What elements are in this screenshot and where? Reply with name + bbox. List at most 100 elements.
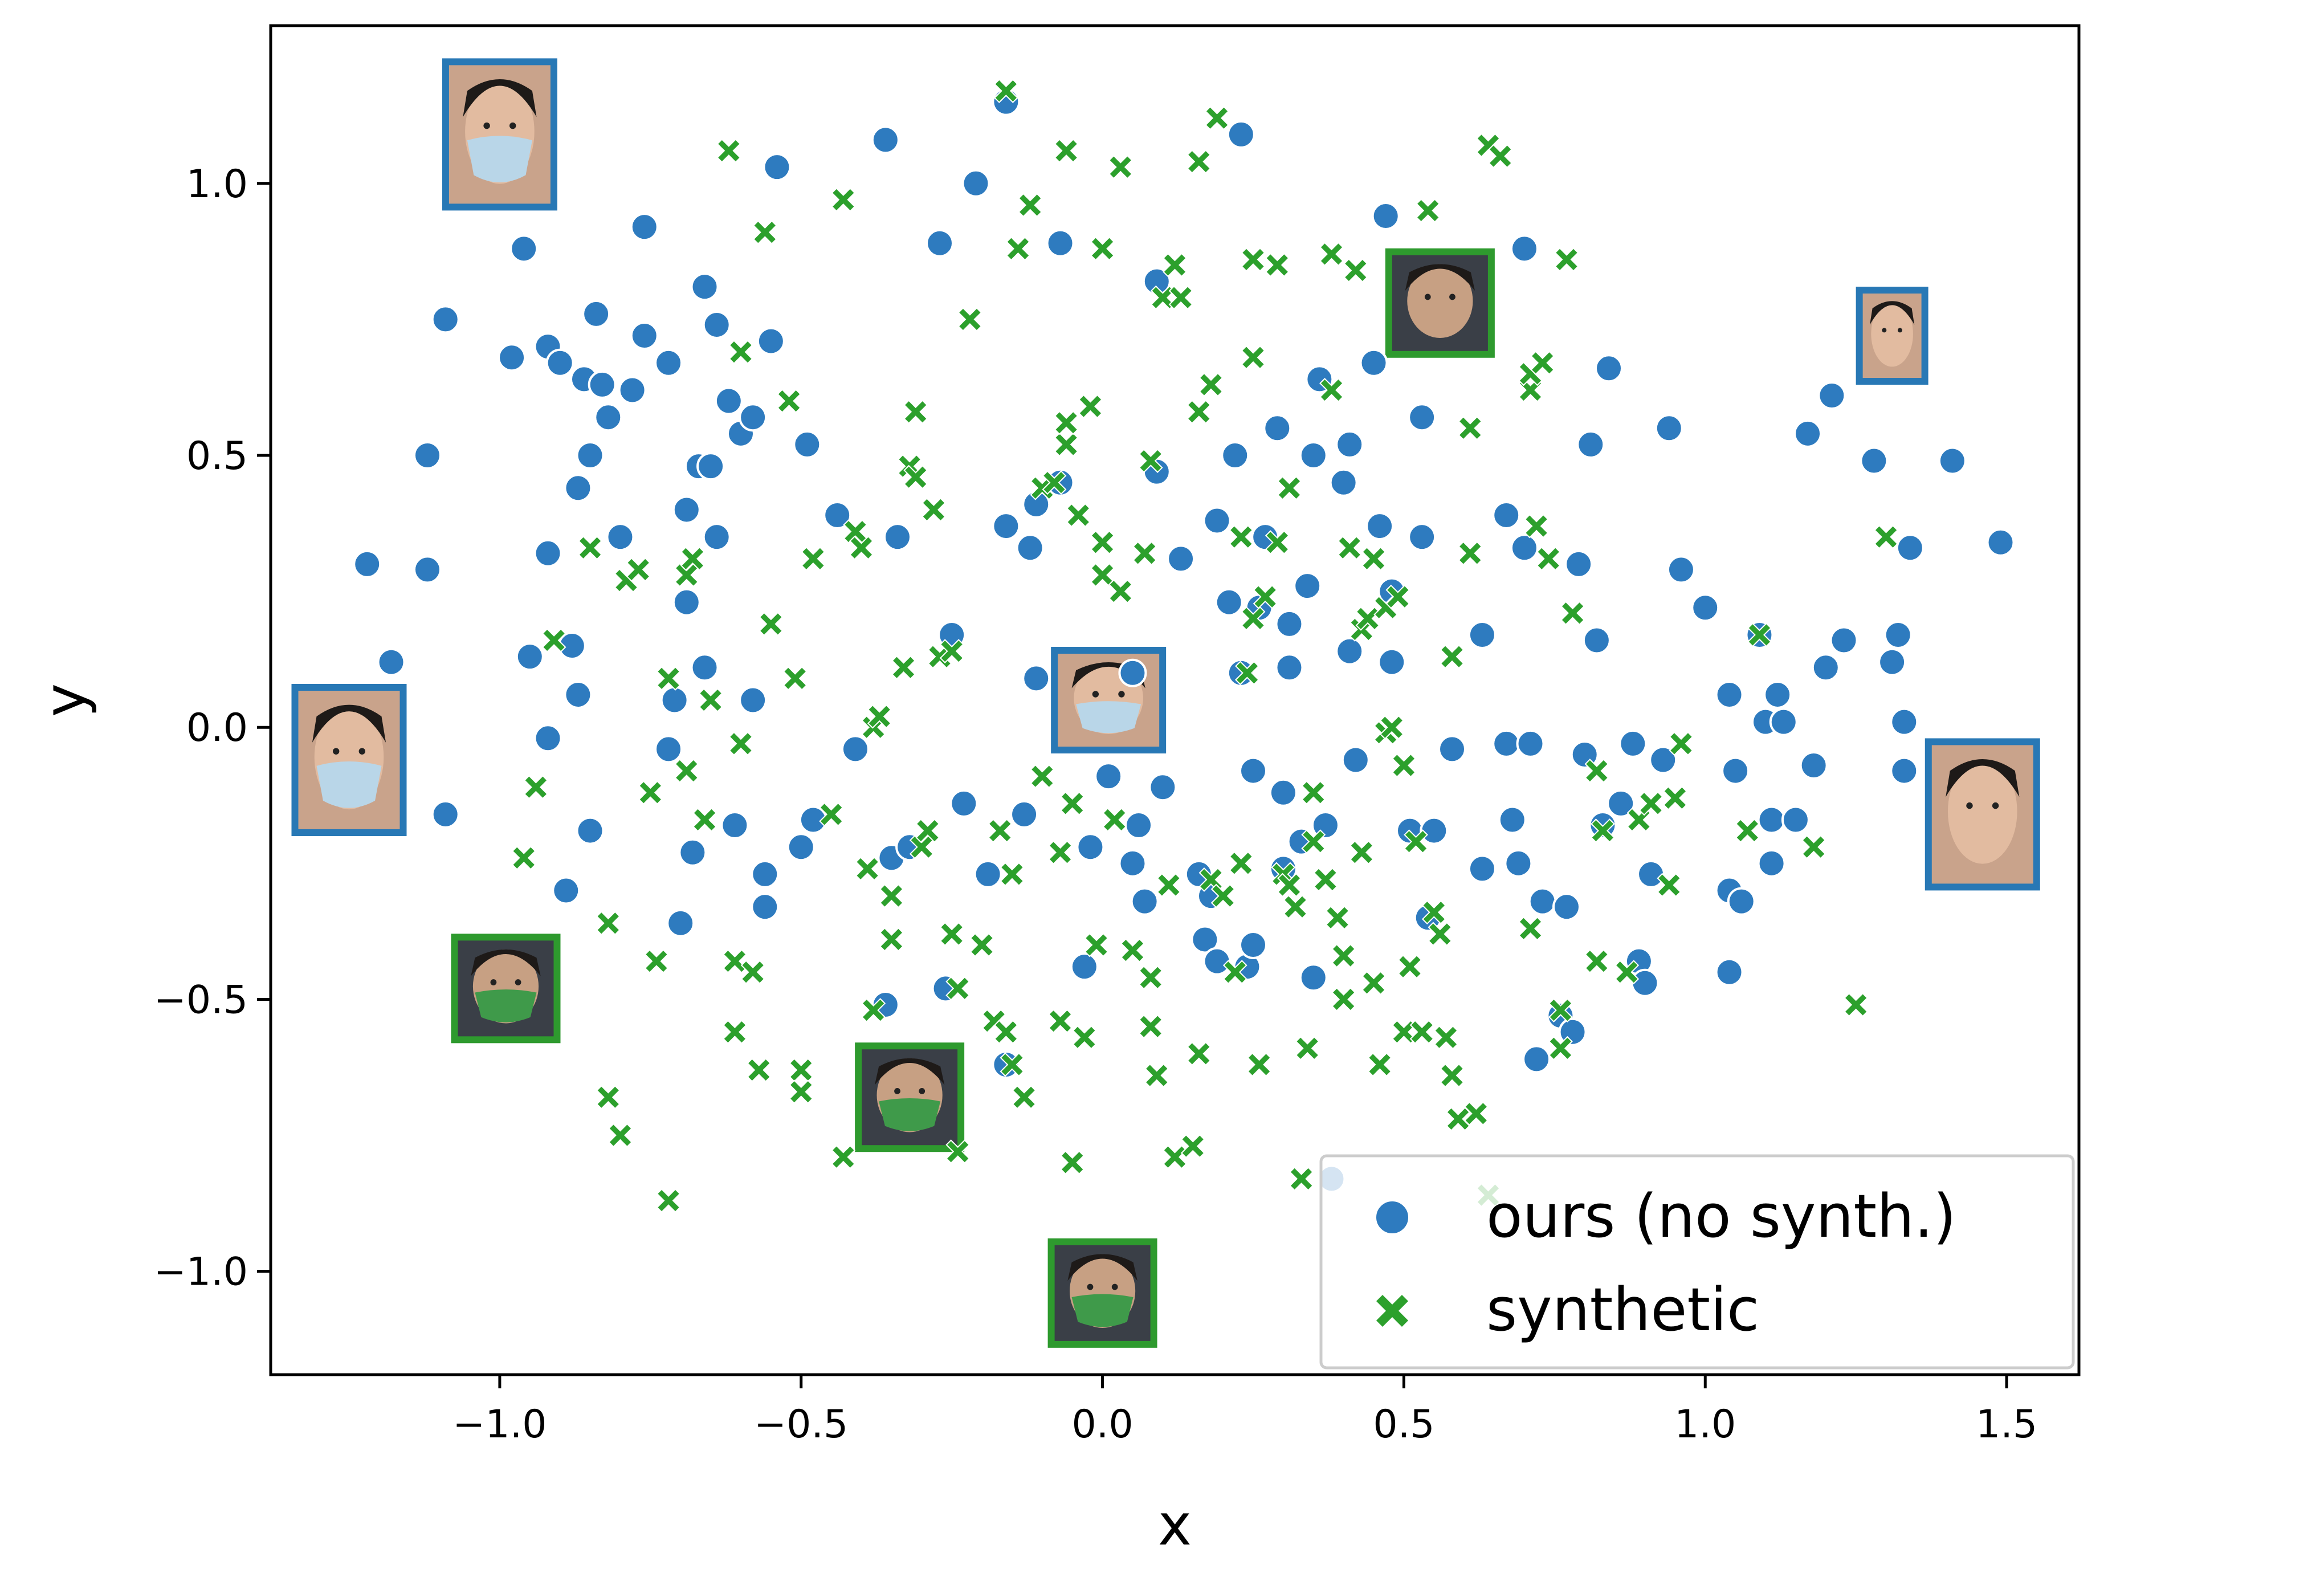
point-ours bbox=[696, 452, 725, 481]
point-ours bbox=[1817, 381, 1846, 410]
point-ours bbox=[1124, 811, 1153, 840]
point-ours bbox=[1649, 745, 1678, 775]
point-synthetic bbox=[1361, 971, 1386, 996]
mask-shape bbox=[1076, 701, 1141, 733]
point-ours bbox=[961, 169, 990, 198]
point-synthetic bbox=[1078, 394, 1103, 419]
point-synthetic bbox=[1289, 1166, 1314, 1191]
point-synthetic bbox=[1554, 247, 1579, 272]
point-synthetic bbox=[1367, 1052, 1392, 1077]
point-ours bbox=[992, 1050, 1021, 1079]
image-marker-synthetic bbox=[451, 934, 561, 1044]
point-synthetic bbox=[1518, 916, 1543, 941]
point-ours bbox=[1498, 805, 1527, 834]
point-ours bbox=[582, 299, 611, 328]
point-synthetic bbox=[740, 960, 765, 985]
point-ours bbox=[1293, 572, 1322, 601]
image-marker-ours bbox=[291, 683, 407, 836]
point-ours bbox=[1890, 707, 1919, 736]
point-synthetic bbox=[915, 818, 940, 843]
point-synthetic bbox=[1463, 1101, 1489, 1126]
point-synthetic bbox=[1313, 867, 1338, 892]
point-ours bbox=[1130, 887, 1159, 916]
point-synthetic bbox=[1301, 829, 1326, 854]
point-ours bbox=[618, 376, 647, 405]
point-synthetic bbox=[728, 340, 753, 365]
legend-box bbox=[1319, 1154, 2075, 1370]
point-ours bbox=[1799, 751, 1828, 780]
point-synthetic bbox=[1066, 503, 1091, 528]
image-markers bbox=[291, 58, 2040, 1348]
point-ours bbox=[1148, 773, 1177, 802]
point-synthetic bbox=[957, 307, 982, 332]
point-synthetic bbox=[922, 498, 946, 522]
point-ours bbox=[1335, 430, 1364, 459]
point-synthetic bbox=[1144, 1063, 1169, 1088]
point-synthetic bbox=[1669, 731, 1694, 756]
point-ours bbox=[992, 512, 1021, 541]
point-ours bbox=[1365, 512, 1395, 541]
x-tick-label: 1.0 bbox=[1674, 1402, 1736, 1447]
point-synthetic bbox=[1331, 943, 1356, 968]
eye bbox=[1966, 802, 1973, 809]
point-ours bbox=[1582, 626, 1611, 655]
legend-marker-synthetic bbox=[1376, 1295, 1408, 1327]
point-synthetic bbox=[747, 1058, 772, 1082]
point-ours bbox=[1829, 626, 1858, 655]
point-synthetic bbox=[855, 856, 880, 881]
eye bbox=[1897, 328, 1902, 333]
point-synthetic bbox=[1319, 242, 1344, 267]
point-ours bbox=[1408, 523, 1437, 552]
legend-label-ours: ours (no synth.) bbox=[1486, 1181, 1956, 1251]
point-synthetic bbox=[801, 546, 826, 571]
point-ours bbox=[1238, 756, 1267, 785]
point-ours bbox=[672, 495, 701, 524]
image-marker-ours bbox=[1051, 647, 1167, 753]
point-ours bbox=[883, 523, 912, 552]
point-synthetic bbox=[879, 927, 904, 952]
point-synthetic bbox=[819, 802, 844, 827]
point-synthetic bbox=[1638, 791, 1664, 816]
point-ours bbox=[1504, 849, 1533, 878]
point-synthetic bbox=[1048, 840, 1073, 865]
point-ours bbox=[1226, 120, 1255, 149]
point-synthetic bbox=[1054, 138, 1079, 163]
eye bbox=[1992, 802, 1999, 809]
hair-shape bbox=[312, 704, 386, 743]
point-synthetic bbox=[1241, 247, 1266, 272]
point-ours bbox=[1883, 620, 1913, 649]
point-ours bbox=[925, 229, 955, 258]
point-ours bbox=[1299, 963, 1328, 992]
eye bbox=[1882, 328, 1887, 333]
point-synthetic bbox=[1379, 715, 1404, 740]
point-ours bbox=[702, 310, 731, 339]
y-tick-label: 0.0 bbox=[186, 706, 248, 751]
point-synthetic bbox=[1325, 905, 1350, 930]
point-ours bbox=[1763, 680, 1792, 709]
point-synthetic bbox=[716, 138, 741, 163]
y-tick-label: 0.5 bbox=[186, 434, 248, 479]
point-ours bbox=[545, 348, 574, 377]
point-ours bbox=[1202, 947, 1232, 976]
hair-shape bbox=[1946, 759, 2020, 797]
point-ours bbox=[702, 523, 731, 552]
point-ours bbox=[678, 838, 707, 867]
point-synthetic bbox=[1205, 105, 1229, 131]
point-synthetic bbox=[993, 1020, 1018, 1045]
point-synthetic bbox=[1235, 661, 1259, 686]
eye bbox=[1424, 294, 1431, 300]
point-synthetic bbox=[1102, 808, 1127, 832]
point-synthetic bbox=[656, 1188, 681, 1213]
point-synthetic bbox=[608, 1123, 633, 1148]
point-synthetic bbox=[1355, 606, 1380, 631]
point-ours bbox=[1275, 653, 1304, 682]
point-synthetic bbox=[867, 704, 892, 729]
point-synthetic bbox=[1048, 1009, 1073, 1034]
point-ours bbox=[1214, 588, 1243, 617]
x-axis-ticks: −1.0 −0.5 0.0 0.5 1.0 1.5 bbox=[452, 1375, 2037, 1447]
point-ours bbox=[871, 125, 900, 154]
point-ours bbox=[1654, 414, 1683, 443]
point-synthetic bbox=[1108, 154, 1133, 180]
point-synthetic bbox=[1229, 851, 1254, 876]
mask-shape bbox=[475, 989, 537, 1022]
